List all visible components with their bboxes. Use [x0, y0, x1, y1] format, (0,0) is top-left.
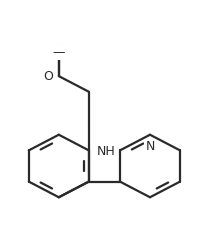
- Text: NH: NH: [97, 145, 115, 158]
- Text: O: O: [44, 70, 54, 83]
- Text: —: —: [53, 46, 65, 59]
- Text: N: N: [145, 140, 155, 153]
